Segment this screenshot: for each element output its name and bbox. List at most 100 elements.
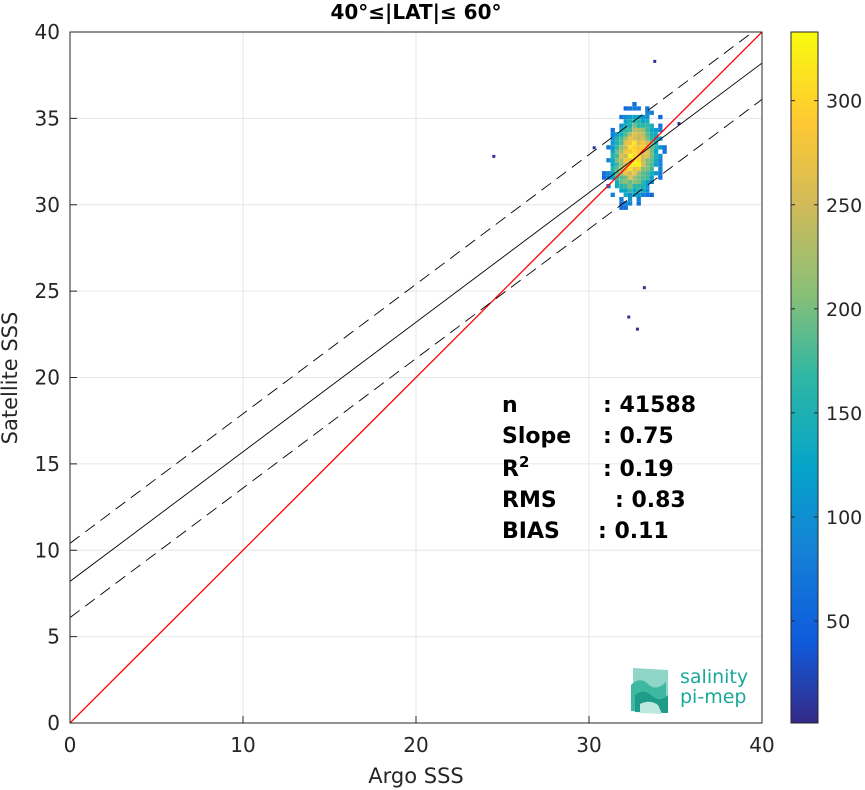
- density-bin: [645, 188, 650, 193]
- density-bin: [632, 166, 637, 171]
- density-bin: [623, 158, 628, 163]
- density-bin: [662, 145, 667, 150]
- density-bin: [658, 127, 663, 133]
- colorbar-tick-label: 200: [826, 299, 862, 321]
- density-bin: [619, 153, 624, 159]
- density-bin: [636, 162, 641, 167]
- logo-text-pi-mep: pi-mep: [680, 686, 746, 708]
- x-axis-ticks: 0 10 20 30 40: [64, 716, 775, 757]
- density-bin: [619, 184, 624, 189]
- colorbar-tick-label: 300: [826, 91, 862, 113]
- density-bin: [610, 158, 615, 163]
- y-tick-label: 15: [35, 452, 60, 476]
- density-bin: [632, 127, 637, 133]
- density-bin: [649, 171, 654, 176]
- colorbar: [791, 32, 818, 723]
- density-bin: [653, 171, 659, 176]
- density-bin: [645, 127, 650, 133]
- outlier-point: [642, 286, 646, 290]
- density-bin: [610, 140, 615, 146]
- density-bin: [632, 102, 637, 107]
- density-bin: [645, 119, 650, 124]
- density-bin: [606, 171, 611, 176]
- density-bin: [632, 132, 637, 137]
- density-bin: [619, 149, 624, 154]
- stat-label: RMS: [502, 488, 557, 513]
- density-bin: [614, 179, 620, 184]
- density-bin: [627, 197, 633, 202]
- y-tick-label: 35: [35, 106, 60, 130]
- density-bin: [632, 123, 637, 128]
- colorbar-tick-label: 250: [826, 195, 862, 217]
- y-tick-label: 10: [35, 538, 60, 562]
- density-bin: [623, 201, 628, 206]
- density-bin: [636, 188, 641, 193]
- stat-value: : 0.83: [615, 488, 686, 513]
- wave-logo-icon: [631, 668, 668, 714]
- density-bin: [649, 175, 654, 180]
- x-tick-label: 20: [403, 733, 428, 757]
- density-bin: [645, 166, 650, 171]
- density-bin: [636, 158, 641, 163]
- density-bin: [619, 140, 624, 146]
- density-bin: [640, 136, 646, 141]
- density-bin: [636, 149, 641, 154]
- density-bin: [614, 171, 620, 176]
- density-bin: [662, 149, 667, 154]
- density-bin: [627, 166, 633, 171]
- density-bin: [610, 166, 615, 171]
- y-tick-label: 25: [35, 279, 60, 303]
- density-bin: [623, 140, 628, 146]
- density-bin: [619, 123, 624, 128]
- density-bin: [623, 132, 628, 137]
- density-bin: [632, 119, 637, 124]
- density-bin: [658, 171, 663, 176]
- density-bin: [627, 158, 633, 163]
- density-bin: [645, 184, 650, 189]
- density-bin: [619, 132, 624, 137]
- stat-label: Slope: [502, 424, 571, 449]
- density-bin: [636, 136, 641, 141]
- statistics-box: n: 41588 Slope: 0.75 R2: 0.19 RMS: 0.83 BIAS…: [502, 393, 696, 544]
- density-bin: [649, 136, 654, 141]
- density-bin: [636, 119, 641, 124]
- density-bin: [627, 153, 633, 159]
- density-bin: [632, 153, 637, 159]
- x-axis-label: Argo SSS: [368, 764, 463, 788]
- density-bin: [610, 171, 615, 176]
- density-bin: [658, 166, 663, 171]
- density-bin: [602, 171, 607, 176]
- density-bin: [623, 123, 628, 128]
- density-bin: [658, 136, 663, 141]
- stat-value: : 41588: [603, 393, 696, 418]
- density-bin: [649, 192, 654, 197]
- density-bin: [640, 132, 646, 137]
- density-bin: [614, 153, 620, 159]
- density-bin: [610, 136, 615, 141]
- density-bin: [627, 140, 633, 146]
- outlier-point: [592, 146, 596, 150]
- density-bin: [623, 192, 628, 197]
- density-bin: [606, 145, 611, 150]
- density-bin: [619, 205, 624, 210]
- density-bin: [627, 201, 633, 206]
- density-bin: [619, 145, 624, 150]
- x-tick-label: 30: [576, 733, 601, 757]
- density-bin: [619, 136, 624, 141]
- density-bin: [627, 114, 633, 120]
- density-bin: [653, 153, 659, 159]
- density-bin: [614, 132, 620, 137]
- stat-value: : 0.11: [598, 519, 669, 544]
- density-bin: [614, 158, 620, 163]
- density-bin: [640, 140, 646, 146]
- density-bin: [640, 145, 646, 150]
- density-bin: [636, 123, 641, 128]
- colorbar-tick-label: 100: [826, 507, 862, 529]
- density-bin: [645, 114, 650, 120]
- density-bin: [645, 171, 650, 176]
- density-bin: [649, 145, 654, 150]
- density-bin: [623, 127, 628, 133]
- density-bin: [640, 175, 646, 180]
- density-bin: [623, 114, 628, 120]
- density-bin: [632, 184, 637, 189]
